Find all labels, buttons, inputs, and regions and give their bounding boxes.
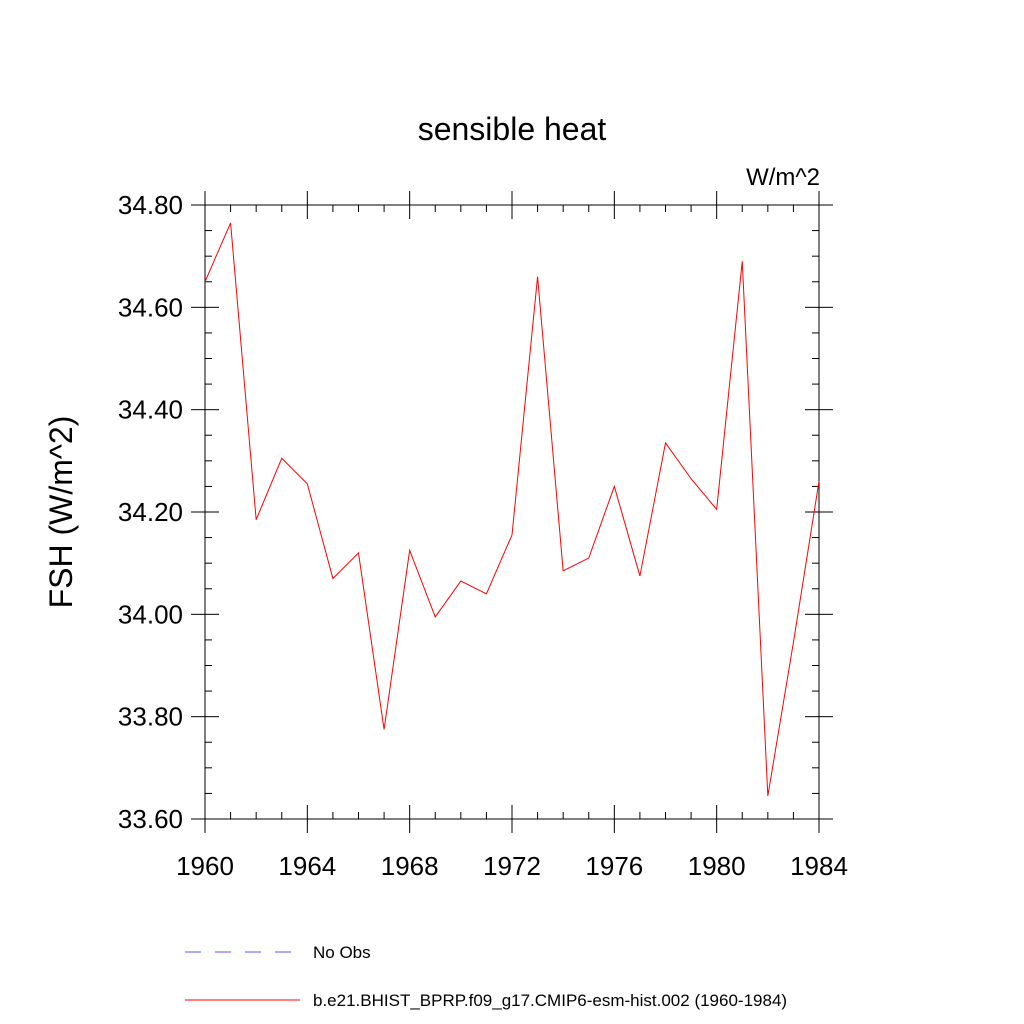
y-tick-label: 33.80: [118, 702, 183, 732]
x-tick-label: 1964: [278, 851, 336, 881]
axis-ticks: [191, 191, 833, 833]
units-label: W/m^2: [746, 164, 820, 191]
series-layer: [204, 222, 820, 797]
x-tick-label: 1972: [483, 851, 541, 881]
x-tick-label: 1984: [790, 851, 848, 881]
plot-frame: [204, 204, 820, 820]
y-tick-label: 34.20: [118, 497, 183, 527]
x-tick-label: 1960: [176, 851, 234, 881]
y-tick-label: 33.60: [118, 804, 183, 834]
y-tick-label: 34.60: [118, 292, 183, 322]
tick-labels: 1960 1964 1968 1972 1976 1980 1984 33.60 33.80 34…: [118, 190, 848, 881]
legend: No Obs b.e21.BHIST_BPRP.f09_g17.CMIP6-esm…: [185, 943, 787, 1010]
y-tick-label: 34.80: [118, 190, 183, 220]
y-tick-label: 34.00: [118, 599, 183, 629]
y-tick-label: 34.40: [118, 395, 183, 425]
y-axis-title: FSH (W/m^2): [43, 416, 79, 609]
series-line: [204, 222, 820, 797]
legend-label: b.e21.BHIST_BPRP.f09_g17.CMIP6-esm-hist.…: [313, 991, 787, 1010]
legend-label: No Obs: [313, 943, 371, 962]
x-tick-label: 1976: [585, 851, 643, 881]
x-tick-label: 1968: [381, 851, 439, 881]
x-tick-label: 1980: [688, 851, 746, 881]
chart-title: sensible heat: [418, 111, 607, 147]
